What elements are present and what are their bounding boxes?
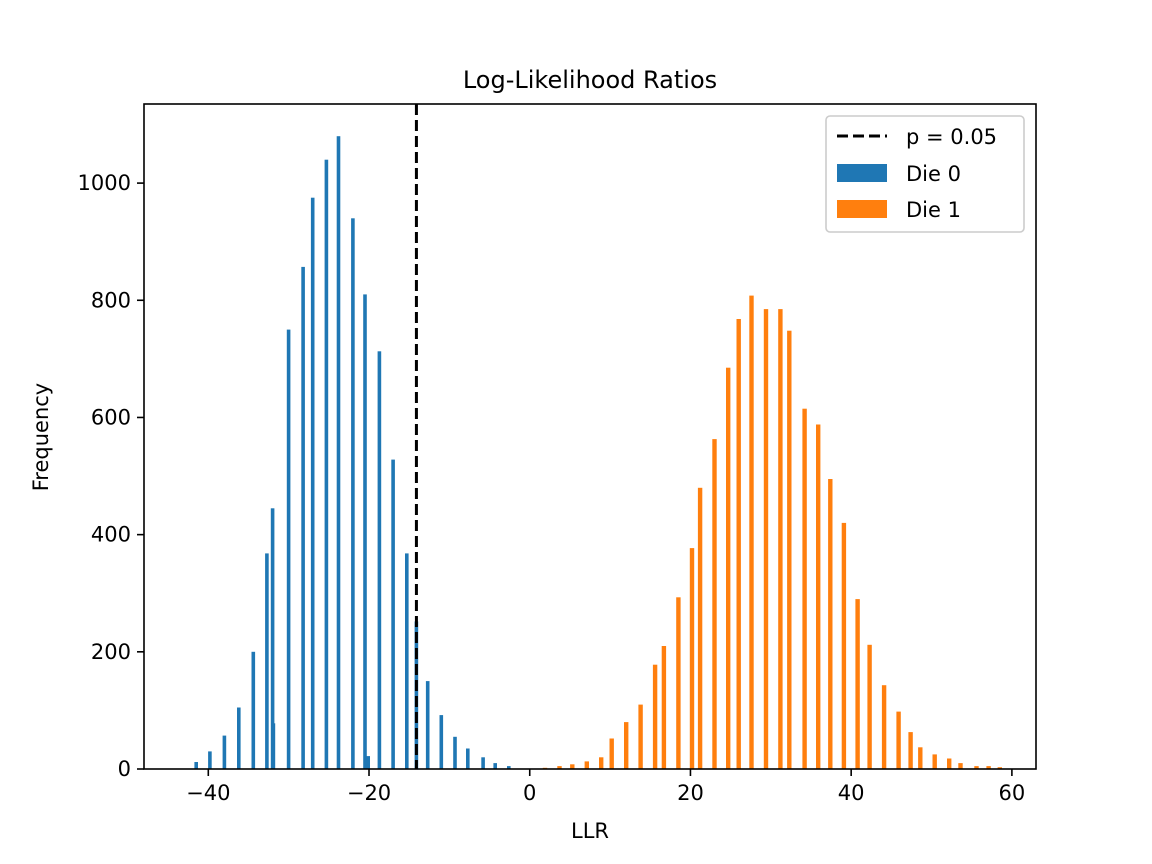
bar-die-1-10 (676, 597, 681, 769)
bar-die-1-31 (947, 758, 952, 769)
bar-die-1-22 (828, 479, 833, 769)
bar-die-0-22 (453, 736, 457, 769)
y-axis-label: Frequency (29, 383, 53, 492)
bar-die-1-23 (841, 522, 847, 769)
bar-die-1-11 (689, 548, 695, 769)
bar-die-1-3 (584, 761, 589, 769)
bar-die-1-1 (557, 766, 562, 769)
bar-die-1-19 (787, 330, 792, 769)
legend-threshold-label: p = 0.05 (906, 125, 997, 149)
bar-die-1-32 (958, 763, 963, 769)
bar-die-1-29 (918, 747, 923, 769)
bar-die-1-8 (652, 664, 658, 769)
bar-die-0-2 (222, 735, 227, 769)
bar-die-0-7 (270, 508, 275, 769)
x-tick-label: −40 (186, 781, 230, 805)
y-tick-label: 600 (91, 405, 131, 429)
series-die-1-bars (542, 295, 1002, 769)
bar-die-0-23 (466, 748, 470, 769)
bar-die-0-5 (265, 553, 269, 769)
bar-die-1-34 (986, 766, 991, 769)
legend-die-1-label: Die 1 (906, 198, 961, 222)
legend-die-1-swatch (837, 200, 887, 218)
bar-die-0-16 (377, 351, 382, 769)
bar-die-1-6 (624, 722, 629, 769)
bar-die-1-9 (661, 646, 667, 769)
bar-die-1-24 (855, 599, 860, 769)
y-tick-label: 200 (91, 640, 131, 664)
x-tick-label: 20 (677, 781, 704, 805)
y-axis: 0 200 400 600 800 1000 (78, 171, 144, 781)
bar-die-0-1 (208, 751, 212, 769)
bar-die-0-13 (351, 218, 355, 770)
bar-die-1-18 (778, 309, 783, 769)
bar-die-0-0 (194, 762, 198, 769)
x-tick-label: 60 (999, 781, 1026, 805)
bar-die-1-2 (570, 764, 575, 769)
bar-die-1-7 (638, 704, 643, 769)
bar-die-1-25 (867, 644, 872, 769)
bar-die-1-21 (816, 424, 821, 769)
bar-die-1-27 (896, 711, 901, 769)
y-tick-label: 0 (118, 757, 131, 781)
bar-die-0-20 (425, 681, 430, 769)
bar-die-0-4 (251, 651, 256, 769)
bar-die-0-15 (366, 756, 370, 769)
y-tick-label: 800 (91, 288, 131, 312)
bar-die-1-17 (763, 309, 769, 769)
bar-die-0-17 (391, 459, 395, 769)
bar-die-1-13 (712, 439, 717, 769)
bar-die-0-18 (405, 553, 409, 769)
legend-die-0-swatch (837, 164, 887, 182)
series-die-0-bars (194, 136, 511, 770)
x-tick-label: 0 (523, 781, 536, 805)
x-axis: −40 −20 0 20 40 60 (186, 769, 1025, 805)
bar-die-1-5 (609, 738, 614, 769)
bar-die-0-3 (237, 707, 241, 769)
x-axis-label: LLR (571, 819, 609, 843)
bar-die-0-26 (507, 766, 511, 769)
bar-die-1-35 (997, 767, 1002, 769)
bar-die-0-12 (336, 136, 341, 769)
bar-die-0-8 (286, 329, 291, 769)
bar-die-1-14 (726, 367, 731, 769)
legend-die-0-label: Die 0 (906, 162, 961, 186)
bar-die-1-12 (697, 487, 703, 769)
y-tick-label: 1000 (78, 171, 131, 195)
bar-die-1-15 (736, 319, 741, 769)
bar-die-0-25 (493, 763, 497, 769)
bar-die-0-9 (301, 266, 305, 769)
plot-frame (143, 103, 1037, 770)
x-tick-label: 40 (838, 781, 865, 805)
bar-die-1-20 (802, 408, 807, 769)
bar-die-1-33 (974, 766, 979, 769)
x-tick-label: −20 (347, 781, 391, 805)
bar-die-0-10 (310, 197, 315, 769)
chart-title: Log-Likelihood Ratios (463, 66, 717, 94)
bar-die-0-19 (414, 621, 419, 769)
bar-die-1-16 (749, 295, 754, 769)
bar-die-1-4 (599, 757, 604, 769)
bar-die-1-26 (881, 685, 887, 769)
bar-die-0-14 (363, 294, 367, 769)
y-tick-label: 400 (91, 523, 131, 547)
bar-die-0-11 (324, 159, 329, 769)
bar-die-0-21 (439, 715, 444, 769)
bar-die-0-24 (481, 757, 485, 769)
bar-die-1-28 (908, 732, 913, 769)
legend: p = 0.05 Die 0 Die 1 (825, 115, 1025, 233)
bar-die-1-30 (932, 754, 937, 769)
